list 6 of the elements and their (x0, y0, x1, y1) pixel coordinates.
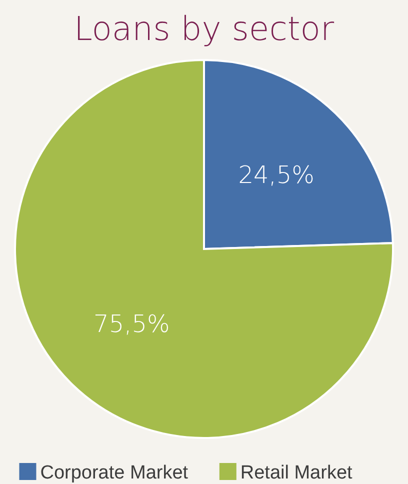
chart-title: Loans by sector (74, 9, 334, 48)
slice-label: Retail Market (240, 462, 354, 484)
data-label: 75,5% (94, 310, 170, 338)
legend-label: Corporate Market (40, 462, 189, 484)
pie-slice (14, 59, 394, 439)
data-label: 24,5% (238, 160, 314, 189)
